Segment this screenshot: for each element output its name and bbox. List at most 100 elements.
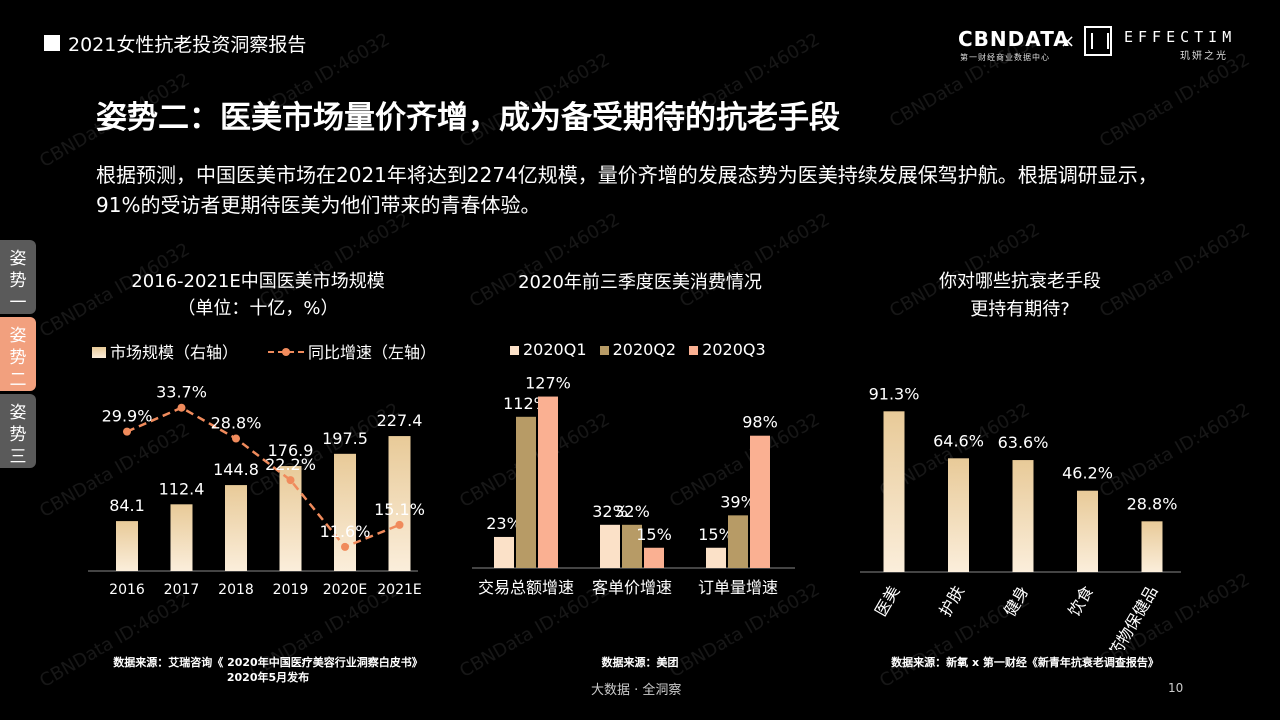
chart1-bar-label: 197.5	[322, 429, 368, 448]
legend-q1-swatch-icon	[510, 346, 519, 355]
chart2-bar	[622, 524, 642, 568]
chart3-source: 数据来源：新氧 x 第一财经《新青年抗衰老调查报告》	[891, 656, 1159, 669]
chart2-legend-q3: 2020Q3	[702, 340, 766, 359]
chart1-legend-bar-label: 市场规模（右轴）	[110, 343, 239, 362]
chart3-x-tick: 药物保健品	[1105, 583, 1161, 651]
chart1-bar-label: 176.9	[268, 441, 314, 460]
chart1-bar	[225, 485, 247, 571]
chart1-bar-label: 144.8	[213, 460, 259, 479]
chart3-bar	[1012, 460, 1034, 572]
chart1-growth-label: 22.2%	[265, 455, 316, 474]
chart2-bar	[600, 524, 620, 568]
chart2-bar	[644, 547, 664, 568]
watermark-text: CBNData ID:46032	[466, 209, 624, 312]
side-tab-trend-1[interactable]: 姿势一	[0, 240, 36, 314]
chart2-bar-label: 23%	[486, 514, 522, 533]
cbndata-logo: CBNDATA	[958, 27, 1070, 51]
chart3-bar	[1141, 521, 1163, 572]
chart2-bar-label: 39%	[720, 492, 756, 511]
chart1-bar-label: 112.4	[159, 479, 205, 498]
chart3-bar	[1077, 490, 1098, 572]
chart1-x-tick: 2016	[109, 582, 145, 598]
chart2-legend-q1: 2020Q1	[523, 340, 587, 359]
chart3-x-tick: 医美	[871, 583, 903, 620]
page-number: 10	[1168, 681, 1184, 695]
chart2-bar-label: 15%	[698, 525, 734, 544]
chart2-bar-label: 127%	[525, 374, 571, 393]
chart2-legend-q2: 2020Q2	[612, 340, 677, 359]
chart1-legend-line-label: 同比增速（左轴）	[308, 343, 437, 362]
chart1-growth-point	[286, 476, 295, 485]
chart1-growth-point	[341, 542, 349, 551]
chart1-title: 2016-2021E中国医美市场规模	[131, 271, 385, 292]
chart1-growth-label: 28.8%	[211, 414, 262, 433]
chart2-bar	[494, 536, 514, 568]
chart1-legend-line: 同比增速（左轴）	[268, 339, 436, 363]
chart3-title: 你对哪些抗衰老手段	[939, 271, 1101, 292]
chart1-growth-label: 15.1%	[374, 500, 425, 519]
logo-separator: ×	[1060, 31, 1076, 52]
footer-slogan: 大数据 · 全洞察	[591, 683, 682, 698]
chart1-legend-bar: 市场规模（右轴）	[92, 339, 238, 363]
chart2-bar	[516, 416, 536, 568]
chart2-title: 2020年前三季度医美消费情况	[518, 272, 762, 293]
chart2-bar-label: 32%	[614, 502, 650, 521]
chart1-bar	[388, 436, 411, 571]
chart2-bar	[538, 396, 558, 568]
chart2-bar	[728, 515, 748, 568]
chart2-bar-label: 32%	[592, 502, 628, 521]
chart1-source: 数据来源：艾瑞咨询《 2020年中国医疗美容行业洞察白皮书》	[113, 656, 423, 669]
effectim-logo-subtitle: 玑妍之光	[1180, 51, 1228, 62]
anti-aging-expectation-chart: 91.3% 医美 64.6% 护肤 63.6% 健身 46.2% 饮食 28.8% 药物保健品	[860, 384, 1181, 651]
chart2-bar-label: 98%	[742, 413, 778, 432]
watermark-text: CBNData ID:46032	[1096, 49, 1254, 152]
chart3-bar-label: 91.3%	[869, 384, 920, 403]
chart3-bar	[883, 411, 905, 572]
chart3-bar-label: 63.6%	[998, 433, 1049, 452]
chart1-x-tick: 2020E	[323, 582, 367, 598]
chart1-bar	[170, 504, 193, 571]
chart2-bar	[750, 435, 770, 568]
chart1-growth-label: 29.9%	[102, 407, 153, 426]
chart1-x-tick: 2018	[218, 582, 254, 598]
chart2-legend: 2020Q1 2020Q2 2020Q3	[510, 340, 766, 359]
side-tab-label: 姿势二	[9, 326, 27, 390]
chart1-growth-point	[232, 434, 240, 443]
chart3-x-tick: 健身	[1000, 583, 1032, 620]
legend-q2-swatch-icon	[599, 346, 609, 355]
side-tab-trend-2[interactable]: 姿势二	[0, 317, 36, 391]
chart1-x-tick: 2019	[273, 582, 309, 598]
chart1-x-tick: 2017	[164, 582, 200, 598]
chart3-x-tick: 饮食	[1065, 583, 1097, 620]
chart1-bar-label: 84.1	[109, 496, 145, 515]
chart3-x-tick: 护肤	[936, 583, 968, 620]
chart2-bar-label: 112%	[503, 394, 549, 413]
chart3-bar	[948, 458, 969, 572]
side-tab-label: 姿势一	[9, 249, 27, 313]
chart3-bar-label: 46.2%	[1062, 464, 1113, 483]
chart1-growth-point	[395, 520, 404, 529]
chart1-bar-label: 227.4	[377, 411, 423, 430]
chart1-x-tick: 2021E	[377, 582, 421, 598]
chart3-bar-label: 64.6%	[933, 431, 984, 450]
chart1-source-date: 2020年5月发布	[226, 671, 310, 684]
chart1-growth-line	[126, 406, 400, 549]
side-tab-label: 姿势三	[9, 403, 27, 467]
legend-q3-swatch-icon	[689, 346, 699, 355]
chart1-bar	[279, 466, 302, 571]
effectim-logo: EFFECTIM	[1124, 28, 1237, 46]
chart1-growth-label: 33.7%	[156, 383, 207, 402]
chart1-subtitle: （单位：十亿，%）	[177, 298, 339, 319]
chart2-x-tick: 客单价增速	[592, 578, 672, 597]
chart1-bar	[116, 521, 138, 571]
side-tab-trend-3[interactable]: 姿势三	[0, 394, 36, 468]
watermark-text: CBNData ID:46032	[676, 209, 834, 312]
header-square-icon	[44, 35, 60, 51]
legend-swatch-icon	[92, 347, 106, 358]
chart1-growth-label: 11.6%	[320, 522, 371, 541]
chart2-bar	[706, 547, 726, 568]
chart3-bar-label: 28.8%	[1127, 494, 1178, 513]
chart1-growth-point	[177, 403, 186, 412]
report-title: 2021女性抗老投资洞察报告	[68, 34, 307, 56]
market-size-chart: 84.1 2016 112.4 2017 144.8 2018 176.9 2019 197.5…	[88, 383, 425, 598]
